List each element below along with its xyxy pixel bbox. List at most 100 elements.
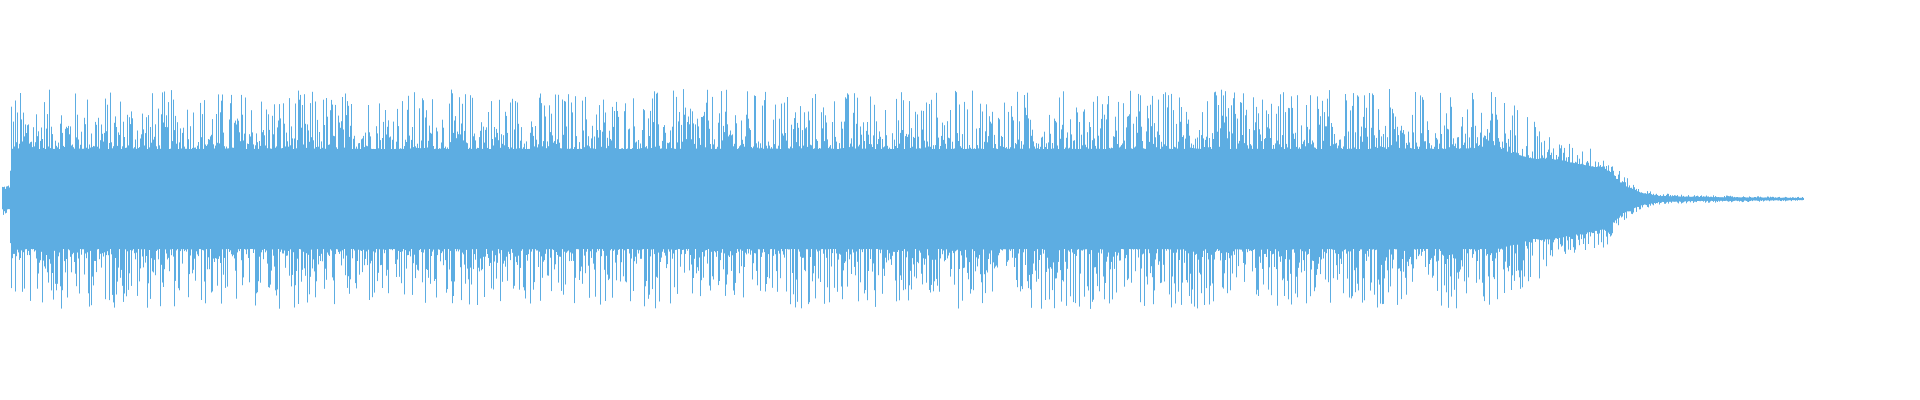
waveform-sample-bar <box>1319 124 1320 258</box>
waveform-sample-bar <box>1065 147 1066 262</box>
waveform-sample-bar <box>1138 93 1139 258</box>
waveform-sample-bar <box>433 146 434 250</box>
waveform-sample-bar <box>380 140 381 266</box>
waveform-sample-bar <box>1366 107 1367 261</box>
waveform-sample-bar <box>479 137 480 272</box>
waveform-sample-bar <box>646 146 647 281</box>
waveform-sample-bar <box>958 141 959 309</box>
waveform-sample-bar <box>1293 133 1294 250</box>
waveform-sample-bar <box>1074 140 1075 254</box>
waveform-sample-bar <box>1191 143 1192 304</box>
waveform-sample-bar <box>1333 144 1334 279</box>
waveform-sample-bar <box>1644 193 1645 205</box>
waveform-sample-bar <box>872 147 873 272</box>
waveform-sample-bar <box>391 149 392 250</box>
waveform-sample-bar <box>571 102 572 261</box>
waveform-sample-bar <box>434 149 435 281</box>
waveform-sample-bar <box>1637 191 1638 207</box>
waveform-sample-bar <box>890 148 891 260</box>
waveform-sample-bar <box>902 130 903 251</box>
waveform-sample-bar <box>899 143 900 301</box>
waveform-sample-bar <box>27 125 28 256</box>
waveform-sample-bar <box>825 115 826 250</box>
waveform-sample-bar <box>993 148 994 263</box>
waveform-sample-bar <box>1577 155 1578 236</box>
waveform-sample-bar <box>1086 147 1087 250</box>
waveform-sample-bar <box>695 124 696 249</box>
waveform-sample-bar <box>587 145 588 249</box>
waveform-sample-bar <box>1294 138 1295 253</box>
waveform-sample-bar <box>1205 139 1206 250</box>
waveform-sample-bar <box>1167 107 1168 250</box>
waveform-sample-bar <box>643 109 644 249</box>
waveform-sample-bar <box>238 120 239 250</box>
waveform-sample-bar <box>1735 197 1736 201</box>
waveform-sample-bar <box>1178 141 1179 292</box>
waveform-sample-bar <box>1599 166 1600 234</box>
waveform-sample-bar <box>971 148 972 290</box>
waveform-sample-bar <box>1450 97 1451 277</box>
waveform-sample-bar <box>188 139 189 298</box>
waveform-sample-bar <box>1186 111 1187 281</box>
waveform-sample-bar <box>178 149 179 289</box>
waveform-sample-bar <box>105 98 106 300</box>
waveform-sample-bar <box>1087 132 1088 287</box>
waveform-sample-bar <box>536 139 537 251</box>
waveform-sample-bar <box>861 134 862 250</box>
waveform-sample-bar <box>288 146 289 251</box>
waveform-sample-bar <box>1048 142 1049 269</box>
waveform-sample-bar <box>287 141 288 256</box>
waveform-sample-bar <box>368 105 369 250</box>
waveform-sample-bar <box>1330 145 1331 303</box>
waveform-sample-bar <box>1147 105 1148 285</box>
waveform-sample-bar <box>809 120 810 303</box>
waveform-sample-bar <box>1114 136 1115 269</box>
waveform-sample-bar <box>1506 142 1507 247</box>
waveform-sample-bar <box>1501 148 1502 249</box>
waveform-sample-bar <box>615 148 616 263</box>
waveform-sample-bar <box>1260 134 1261 263</box>
waveform-sample-bar <box>319 132 320 256</box>
waveform-sample-bar <box>17 112 18 250</box>
waveform-sample-bar <box>1309 129 1310 249</box>
waveform-sample-bar <box>186 148 187 252</box>
waveform-sample-bar <box>1646 193 1647 206</box>
waveform-sample-bar <box>339 122 340 254</box>
waveform-sample-bar <box>625 103 626 282</box>
waveform-sample-bar <box>304 94 305 269</box>
waveform-sample-bar <box>794 118 795 249</box>
waveform-sample-bar <box>228 148 229 249</box>
waveform-sample-bar <box>1697 195 1698 201</box>
waveform-sample-bar <box>994 134 995 269</box>
waveform-sample-bar <box>439 148 440 250</box>
waveform-sample-bar <box>1796 197 1797 201</box>
waveform-sample-bar <box>32 147 33 250</box>
waveform-sample-bar <box>1209 138 1210 305</box>
waveform-sample-bar <box>185 148 186 250</box>
waveform-sample-bar <box>67 128 68 298</box>
waveform-sample-bar <box>213 144 214 259</box>
waveform-sample-bar <box>1449 147 1450 255</box>
waveform-sample-bar <box>1193 144 1194 252</box>
waveform-sample-bar <box>1313 142 1314 261</box>
waveform-sample-bar <box>80 144 81 249</box>
waveform-sample-bar <box>922 129 923 285</box>
waveform-sample-bar <box>404 146 405 295</box>
waveform-sample-bar <box>408 95 409 255</box>
waveform-sample-bar <box>441 142 442 254</box>
waveform-sample-bar <box>871 144 872 250</box>
waveform-sample-bar <box>1775 197 1776 201</box>
waveform-sample-bar <box>1645 193 1646 205</box>
waveform-sample-bar <box>1407 144 1408 262</box>
waveform-sample-bar <box>1507 151 1508 268</box>
waveform-sample-bar <box>179 142 180 291</box>
waveform-sample-bar <box>525 149 526 299</box>
waveform-sample-bar <box>918 136 919 264</box>
waveform-sample-bar <box>251 110 252 249</box>
waveform-sample-bar <box>686 139 687 249</box>
waveform-sample-bar <box>927 141 928 250</box>
waveform-sample-bar <box>120 101 121 278</box>
waveform-sample-bar <box>1687 196 1688 202</box>
waveform-sample-bar <box>169 149 170 272</box>
